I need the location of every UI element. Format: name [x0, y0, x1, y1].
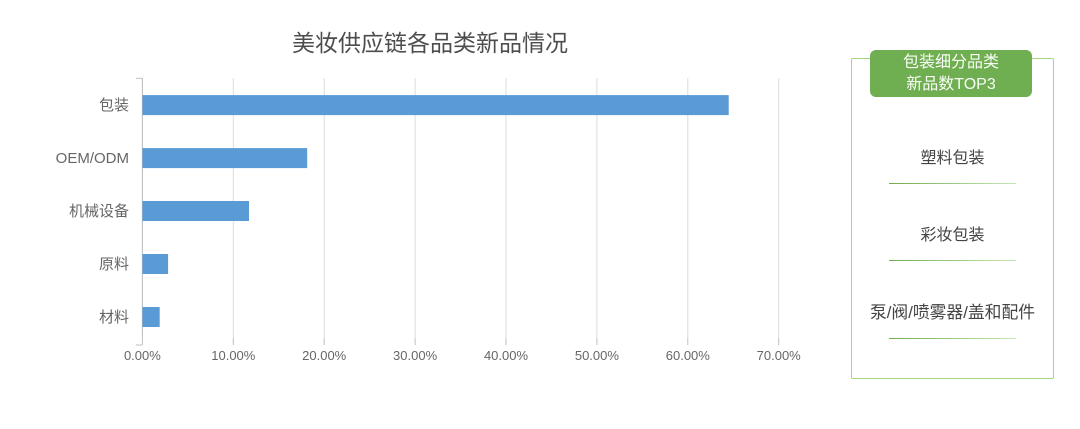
svg-text:50.00%: 50.00% — [575, 348, 620, 363]
svg-text:10.00%: 10.00% — [211, 348, 256, 363]
svg-text:70.00%: 70.00% — [757, 348, 802, 363]
svg-text:30.00%: 30.00% — [393, 348, 438, 363]
svg-text:OEM/ODM: OEM/ODM — [56, 150, 129, 167]
svg-text:原料: 原料 — [99, 256, 129, 273]
svg-text:20.00%: 20.00% — [302, 348, 347, 363]
svg-text:包装: 包装 — [99, 97, 129, 114]
svg-text:0.00%: 0.00% — [124, 348, 161, 363]
svg-text:40.00%: 40.00% — [484, 348, 529, 363]
svg-text:机械设备: 机械设备 — [69, 203, 129, 220]
svg-text:材料: 材料 — [99, 309, 129, 326]
svg-text:60.00%: 60.00% — [666, 348, 711, 363]
